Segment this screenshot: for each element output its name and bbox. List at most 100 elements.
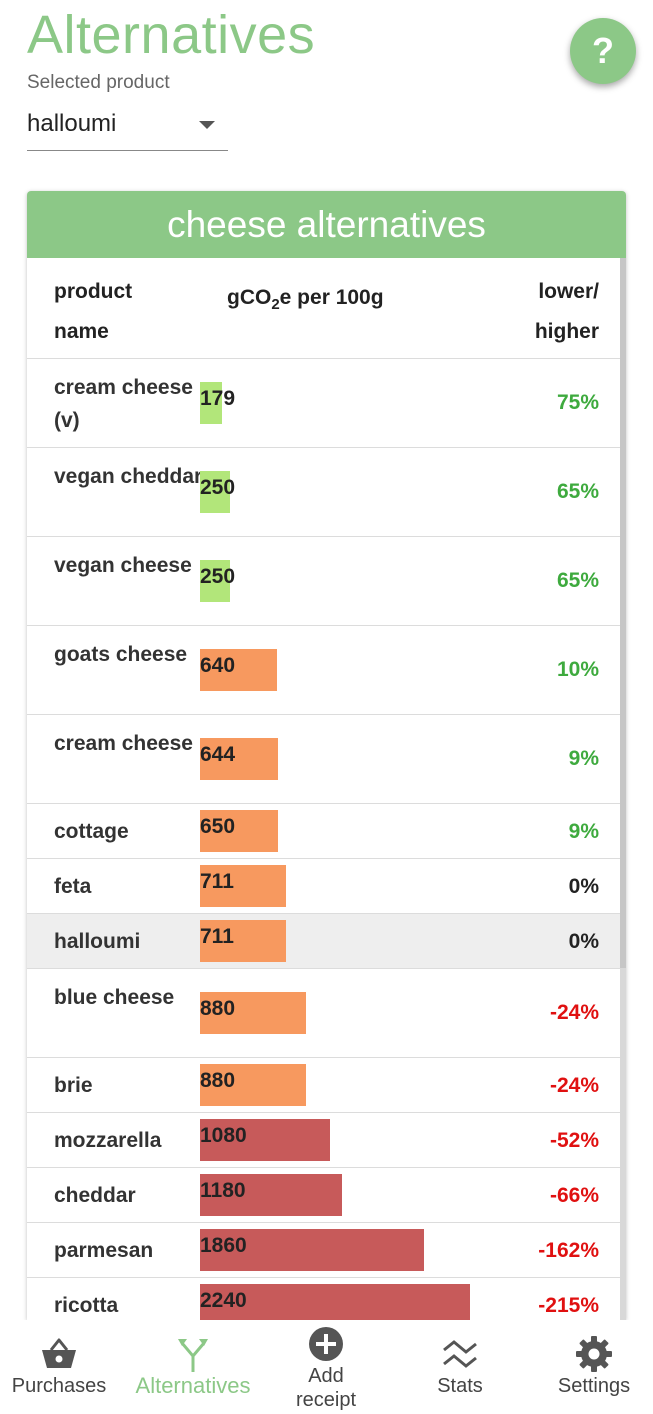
table-row[interactable]: cream cheese (v) 179 75% (27, 359, 626, 448)
column-product-name: product name (54, 280, 133, 343)
emission-bar (200, 1229, 424, 1271)
product-name: parmesan (54, 1239, 154, 1262)
ratio-value: -215% (538, 1294, 599, 1317)
table-row[interactable]: brie 880 -24% (27, 1058, 626, 1113)
ratio-value: 9% (568, 820, 599, 843)
product-name: ricotta (54, 1294, 119, 1317)
product-name: halloumi (54, 930, 141, 953)
product-name: blue cheese (54, 986, 175, 1009)
ratio-value: 0% (568, 875, 599, 898)
ratio-value: 65% (556, 480, 599, 503)
emission-value: 2240 (200, 1289, 247, 1312)
emission-value: 880 (200, 1069, 236, 1092)
product-name: cream cheese (v) (54, 376, 193, 432)
ratio-value: -52% (549, 1129, 599, 1152)
emission-value: 640 (200, 654, 236, 677)
emission-value: 711 (200, 870, 234, 893)
emission-bar (200, 560, 230, 602)
alternatives-table[interactable]: product name gCO2e per 100g lower/ highe… (27, 258, 626, 1320)
column-lower-higher: lower/ higher (534, 280, 599, 343)
table-row[interactable]: cheddar 1180 -66% (27, 1168, 626, 1223)
emission-value: 250 (200, 476, 236, 499)
product-name: vegan cheddar (54, 465, 203, 488)
table-row[interactable]: goats cheese 640 10% (27, 626, 626, 715)
nav-label: Purchases (11, 1375, 107, 1397)
nav-alternatives[interactable]: Alternatives (128, 1320, 258, 1414)
emission-value: 179 (200, 387, 236, 410)
nav-add-receipt[interactable]: Add receipt (276, 1320, 376, 1414)
nav-label: Add receipt (295, 1365, 357, 1411)
table-row[interactable]: ricotta 2240 -215% (27, 1278, 626, 1320)
ratio-value: -24% (549, 1074, 599, 1097)
alternatives-card: cheese alternatives product name gCO2e p… (27, 191, 626, 1320)
emission-value: 644 (200, 743, 236, 766)
help-button[interactable]: ? (570, 18, 636, 84)
nav-label: Settings (557, 1375, 631, 1397)
table-row[interactable]: cream cheese 644 9% (27, 715, 626, 804)
ratio-value: -162% (538, 1239, 599, 1262)
product-select[interactable]: halloumi (27, 106, 228, 151)
bottom-navigation: Purchases Alternatives Add receipt Stats (0, 1320, 653, 1414)
emission-value: 650 (200, 815, 236, 838)
add-circle-icon (309, 1327, 343, 1361)
emission-bar (200, 992, 306, 1034)
table-row[interactable]: mozzarella 1080 -52% (27, 1113, 626, 1168)
product-name: feta (54, 875, 92, 898)
ratio-value: 75% (556, 391, 599, 414)
emission-value: 250 (200, 565, 236, 588)
product-name: cream cheese (54, 732, 193, 755)
product-select-value: halloumi (27, 110, 117, 137)
product-name: mozzarella (54, 1129, 162, 1152)
table-scrollbar-thumb[interactable] (620, 258, 626, 968)
nav-label: Stats (437, 1375, 483, 1397)
emission-value: 880 (200, 997, 236, 1020)
ratio-value: 0% (568, 930, 599, 953)
table-row[interactable]: feta 711 0% (27, 859, 626, 914)
nav-stats[interactable]: Stats (420, 1320, 500, 1414)
table-row[interactable]: halloumi 711 0% (27, 914, 626, 969)
ratio-value: 65% (556, 569, 599, 592)
emission-value: 1860 (200, 1234, 247, 1257)
nav-purchases[interactable]: Purchases (10, 1320, 108, 1414)
table-row[interactable]: vegan cheddar 250 65% (27, 448, 626, 537)
emission-value: 1080 (200, 1124, 247, 1147)
emission-value: 1180 (200, 1179, 246, 1202)
ratio-value: -24% (549, 1001, 599, 1024)
branch-arrows-icon (178, 1339, 208, 1372)
emission-bar (200, 471, 230, 513)
column-emissions: gCO2e per 100g (227, 286, 384, 314)
emission-bar (200, 810, 278, 852)
emission-bar (200, 1284, 470, 1320)
basket-icon (42, 1338, 76, 1368)
product-name: goats cheese (54, 643, 188, 666)
table-header: product name gCO2e per 100g lower/ highe… (27, 258, 626, 359)
emission-bar (200, 1174, 342, 1216)
chevron-down-icon (199, 121, 215, 129)
emission-bar (200, 382, 222, 424)
product-name: brie (54, 1074, 93, 1097)
nav-label: Alternatives (135, 1373, 251, 1398)
ratio-value: 10% (556, 658, 599, 681)
ratio-value: 9% (568, 747, 599, 770)
emission-bar (200, 920, 286, 962)
table-row[interactable]: blue cheese 880 -24% (27, 969, 626, 1058)
table-row[interactable]: parmesan 1860 -162% (27, 1223, 626, 1278)
table-row[interactable]: cottage 650 9% (27, 804, 626, 859)
ratio-value: -66% (549, 1184, 599, 1207)
emission-bar (200, 865, 286, 907)
product-name: cheddar (54, 1184, 136, 1207)
emission-bar (200, 738, 278, 780)
table-scrollbar[interactable] (620, 258, 626, 1320)
product-name: vegan cheese (54, 554, 192, 577)
table-row[interactable]: vegan cheese 250 65% (27, 537, 626, 626)
nav-settings[interactable]: Settings (548, 1320, 640, 1414)
gear-icon (576, 1336, 612, 1372)
emission-bar (200, 649, 277, 691)
emission-bar (200, 1119, 330, 1161)
selected-product-label: Selected product (27, 72, 170, 93)
stats-wave-icon (443, 1340, 477, 1368)
page-title: Alternatives (27, 5, 316, 65)
emission-value: 711 (200, 925, 234, 948)
product-name: cottage (54, 820, 129, 843)
emission-bar (200, 1064, 306, 1106)
